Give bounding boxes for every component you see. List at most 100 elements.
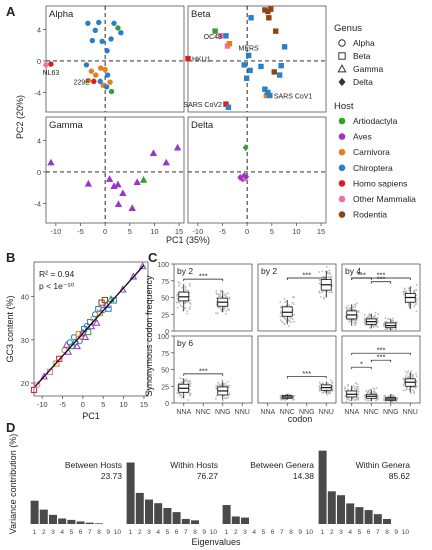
jitter-point	[353, 387, 356, 390]
jitter-point	[413, 305, 416, 308]
data-point	[105, 175, 114, 182]
x-tick-label: 9	[106, 529, 110, 536]
jitter-point	[402, 290, 405, 293]
x-tick-label: NNU	[319, 409, 334, 416]
jitter-point	[402, 389, 405, 392]
x-tick-label: 8	[385, 529, 389, 536]
jitter-point	[215, 297, 218, 299]
jitter-point	[355, 388, 358, 391]
jitter-point	[181, 286, 183, 289]
jitter-point	[383, 396, 386, 398]
x-tick-label: 5	[70, 529, 74, 536]
data-point	[107, 79, 113, 85]
y-axis-label: Synonymous codon frequency	[144, 275, 154, 397]
jitter-point	[224, 306, 226, 309]
x-tick-label: 2	[330, 529, 334, 536]
x-tick-label: 6	[367, 529, 371, 536]
jitter-point	[368, 326, 371, 329]
significance-bracket	[286, 277, 327, 280]
data-point	[245, 52, 252, 59]
jitter-point	[185, 378, 188, 381]
x-tick-label: 0	[245, 227, 249, 236]
legend-marker-host	[338, 180, 346, 187]
jitter-point	[364, 395, 367, 398]
legend-label-genus: Delta	[353, 77, 373, 87]
jitter-point	[293, 313, 296, 316]
data-point	[83, 62, 90, 68]
data-point	[85, 77, 92, 84]
jitter-point	[392, 321, 395, 323]
jitter-point	[404, 370, 407, 373]
significance-label: ***	[377, 353, 386, 362]
jitter-point	[228, 309, 231, 311]
jitter-point	[363, 318, 366, 321]
legend-label-genus: Gamma	[353, 64, 384, 74]
data-point	[96, 19, 102, 26]
y-tick-label: 0	[37, 168, 41, 177]
jitter-point	[179, 395, 181, 397]
point-label: MERS	[239, 45, 260, 52]
y-tick-label: -4	[34, 88, 41, 97]
jitter-point	[217, 306, 220, 309]
jitter-point	[372, 326, 375, 329]
jitter-point	[226, 292, 229, 295]
jitter-point	[330, 379, 333, 382]
significance-bracket	[183, 373, 224, 376]
point-label: SARS CoV2	[183, 102, 222, 109]
jitter-point	[384, 330, 387, 333]
jitter-point	[408, 289, 411, 292]
jitter-point	[322, 275, 324, 278]
data-point	[185, 55, 191, 62]
jitter-point	[404, 290, 406, 293]
jitter-point	[225, 384, 228, 387]
x-tick-label: 4	[348, 529, 352, 536]
jitter-point	[220, 384, 223, 386]
data-point	[263, 92, 270, 99]
jitter-point	[373, 390, 376, 393]
jitter-point	[215, 311, 217, 314]
y-tick-label: 0	[165, 329, 169, 336]
jitter-point	[388, 401, 391, 404]
point-label: 229E	[73, 79, 90, 86]
data-point	[115, 25, 121, 31]
point-label: HKU1	[192, 57, 211, 64]
jitter-point	[386, 317, 389, 320]
x-tick-label: 5	[358, 529, 362, 536]
jitter-point	[405, 374, 408, 377]
bar	[145, 499, 153, 524]
jitter-point	[347, 304, 350, 307]
jitter-point	[176, 392, 179, 394]
facet-value-d: 85.62	[389, 471, 411, 481]
data-point	[34, 381, 41, 388]
jitter-point	[384, 317, 387, 319]
x-axis-label: PC1 (35%)	[166, 235, 210, 245]
significance-label: ***	[357, 271, 366, 280]
legend-marker-host	[338, 195, 346, 203]
jitter-point	[407, 370, 410, 373]
y-tick-label: 50	[161, 368, 169, 375]
jitter-point	[331, 388, 334, 391]
bar	[49, 514, 57, 524]
facet-value-d: 76.27	[197, 471, 219, 481]
x-tick-label: 5	[270, 227, 274, 236]
facet-title-d: Within Hosts	[170, 460, 218, 470]
regression-line	[34, 264, 145, 387]
legend-marker-genus	[338, 77, 346, 87]
jitter-point	[177, 284, 180, 287]
jitter-point	[281, 320, 284, 323]
data-point	[92, 27, 98, 34]
jitter-point	[280, 305, 283, 307]
x-tick-label: 15	[175, 227, 183, 236]
jitter-point	[348, 321, 351, 323]
jitter-point	[346, 397, 349, 400]
jitter-point	[220, 308, 223, 311]
data-point	[237, 173, 244, 181]
jitter-point	[216, 384, 219, 387]
jitter-point	[416, 298, 419, 300]
x-tick-label: -10	[192, 227, 203, 236]
bar	[231, 516, 240, 524]
jitter-point	[216, 312, 219, 315]
jitter-point	[406, 372, 409, 375]
x-tick-label: 2	[42, 529, 46, 536]
